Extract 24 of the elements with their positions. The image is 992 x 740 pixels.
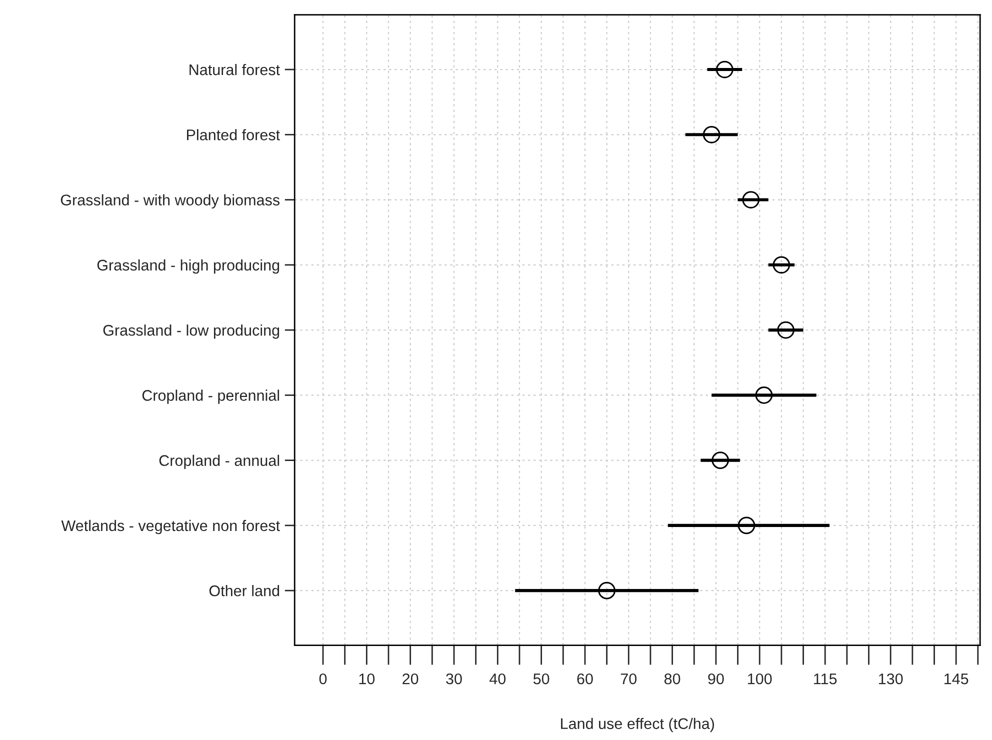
y-tick-label: Grassland - with woody biomass bbox=[60, 194, 280, 208]
x-tick-label: 115 bbox=[814, 674, 837, 684]
y-tick-label: Planted forest bbox=[187, 129, 280, 140]
x-tick-label: 60 bbox=[577, 673, 593, 684]
x-tick-label: 145 bbox=[944, 674, 968, 684]
y-tick-label: Wetlands - vegetative non forest bbox=[61, 520, 280, 534]
x-tick-label: 30 bbox=[446, 673, 462, 684]
y-tick-label: Other land bbox=[209, 585, 280, 596]
y-tick-label: Cropland - perennial bbox=[142, 390, 280, 404]
x-tick-label: 10 bbox=[359, 673, 375, 684]
x-tick-label: 80 bbox=[664, 673, 680, 684]
y-tick-label: Natural forest bbox=[190, 64, 280, 76]
x-tick-label: 100 bbox=[748, 673, 772, 684]
x-tick-label: 70 bbox=[620, 673, 637, 684]
y-tick-label: Cropland - annual bbox=[159, 454, 280, 470]
x-tick-label: 50 bbox=[533, 673, 550, 684]
x-tick-label: 0 bbox=[319, 673, 327, 684]
y-tick-label: Grassland - low producing bbox=[103, 324, 280, 339]
x-tick-label: 40 bbox=[490, 673, 506, 684]
x-tick-label: 130 bbox=[879, 673, 903, 684]
x-tick-label: 90 bbox=[708, 673, 724, 684]
x-tick-label: 20 bbox=[402, 673, 418, 684]
x-axis-title: Land use effect (tC/ha) bbox=[561, 718, 714, 732]
y-tick-label: Grassland - high producing bbox=[97, 259, 280, 274]
